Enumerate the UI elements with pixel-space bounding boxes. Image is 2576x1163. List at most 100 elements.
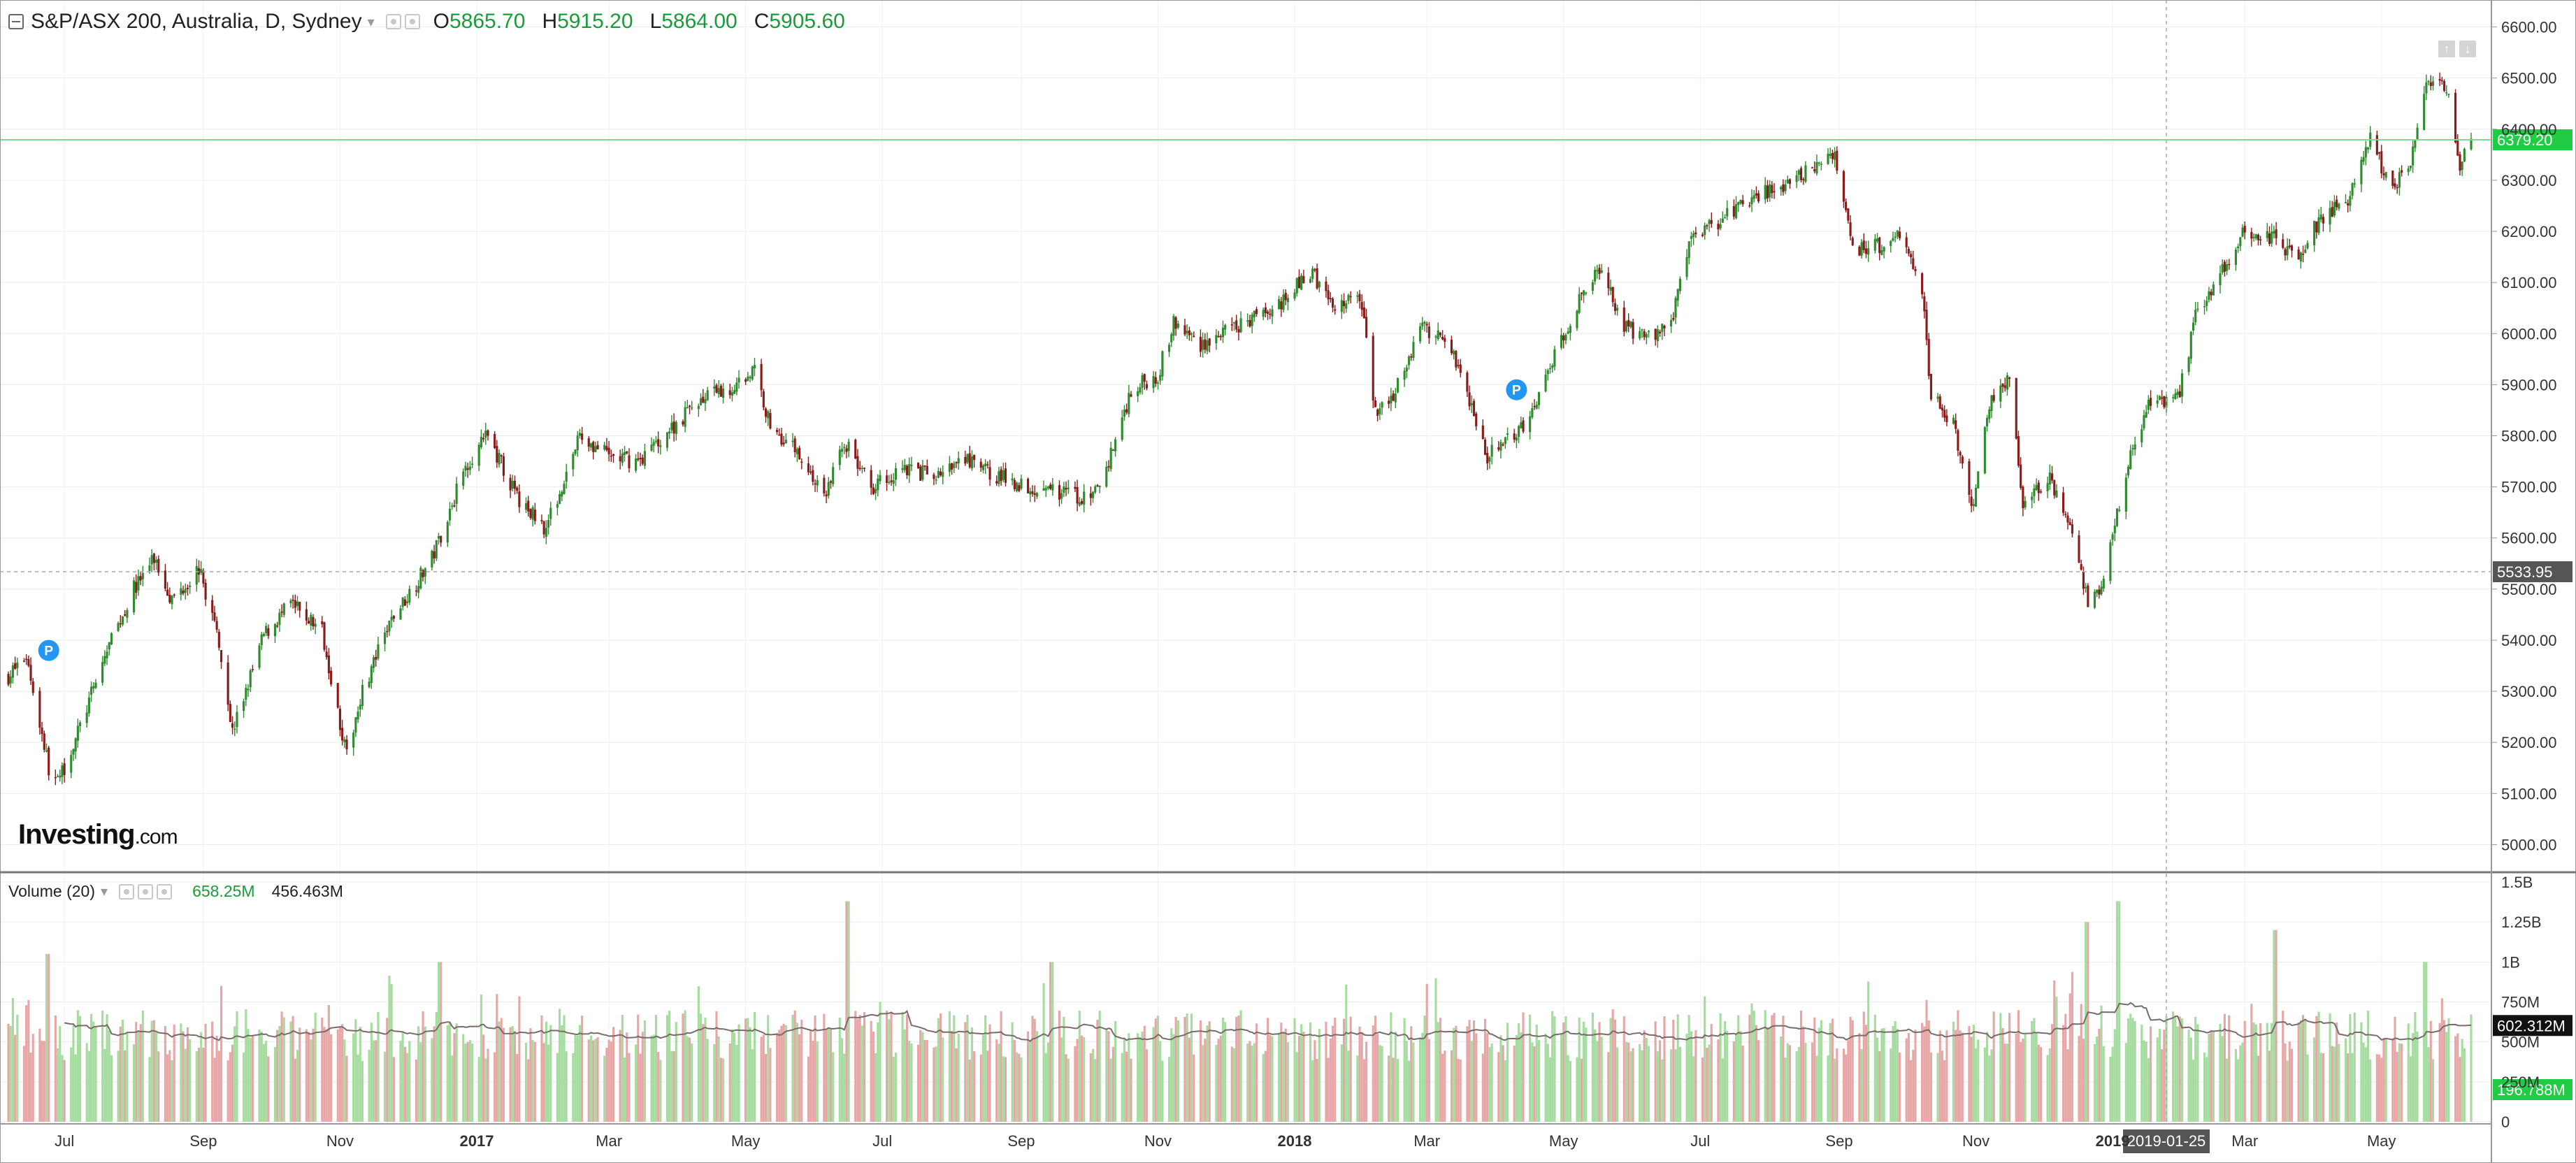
- candle-body: [2282, 239, 2284, 248]
- candle-body: [2349, 196, 2352, 206]
- settings-icon[interactable]: [119, 883, 135, 900]
- candle-body: [2178, 391, 2181, 398]
- scale-buttons: ↑ ↓: [2438, 41, 2476, 57]
- settings-icon[interactable]: [385, 14, 401, 29]
- candle-body: [462, 471, 465, 486]
- scale-down-icon[interactable]: ↓: [2459, 41, 2476, 57]
- volume-bar: [2187, 1030, 2190, 1122]
- candle-body: [764, 408, 768, 417]
- volume-bar: [650, 1035, 653, 1122]
- volume-bar: [559, 1009, 561, 1122]
- volume-bar: [2454, 1036, 2457, 1122]
- candle-body: [2046, 483, 2049, 491]
- candle-body: [1860, 242, 1863, 256]
- candle-body: [1520, 422, 1523, 428]
- volume-bar: [1600, 1036, 1603, 1122]
- candle-body: [1757, 193, 1760, 202]
- volume-bar: [1717, 1039, 1720, 1122]
- candle-body: [1444, 338, 1446, 342]
- volume-bar: [782, 1023, 785, 1122]
- close-icon[interactable]: [157, 883, 173, 900]
- volume-bar: [1130, 1058, 1132, 1122]
- candle-body: [166, 589, 169, 596]
- hide-icon[interactable]: [138, 883, 154, 900]
- volume-bar: [195, 1051, 198, 1122]
- volume-bar: [1907, 1032, 1910, 1122]
- candle-body: [265, 626, 268, 633]
- candle-body: [1782, 184, 1785, 192]
- candle-body: [2176, 391, 2179, 395]
- candle-body: [518, 491, 521, 507]
- candle-body: [1598, 268, 1601, 275]
- price-axis[interactable]: 5000.005100.005200.005300.005400.005500.…: [2491, 19, 2557, 854]
- volume-bar: [1721, 1058, 1724, 1122]
- chevron-down-icon[interactable]: ▾: [367, 14, 375, 30]
- candle-body: [2409, 165, 2412, 168]
- volume-bar: [31, 1034, 34, 1122]
- volume-bar: [639, 1053, 642, 1122]
- candle-body: [38, 691, 41, 728]
- chevron-down-icon[interactable]: ▾: [101, 884, 108, 900]
- symbol-title[interactable]: S&P/ASX 200, Australia, D, Sydney: [31, 10, 362, 33]
- volume-bar: [840, 1038, 844, 1122]
- candle-body: [63, 763, 66, 775]
- candle-body: [415, 590, 417, 592]
- volume-bar: [1060, 1037, 1063, 1122]
- volume-bar: [2071, 971, 2073, 1122]
- volume-bar: [549, 1025, 552, 1122]
- candle-body: [2189, 331, 2192, 359]
- volume-bar: [1249, 1041, 1251, 1122]
- candle-body: [1418, 326, 1422, 342]
- candle-body: [979, 461, 982, 468]
- volume-bar: [1929, 1053, 1933, 1122]
- candle-body: [1661, 324, 1664, 332]
- candle-body: [1771, 185, 1773, 194]
- candle-body: [572, 454, 575, 470]
- candle-body: [2003, 385, 2006, 389]
- volume-bar: [453, 1033, 456, 1122]
- candle-body: [236, 711, 238, 728]
- volume-bar: [2364, 1047, 2367, 1122]
- volume-bar: [1961, 1032, 1964, 1122]
- candle-body: [1271, 309, 1274, 317]
- candle-body: [1186, 331, 1188, 333]
- volume-bar: [838, 1017, 841, 1122]
- candle-body: [1190, 333, 1193, 335]
- candle-body: [1405, 367, 1408, 372]
- candle-body: [1297, 277, 1301, 288]
- candle-body: [2015, 377, 2017, 439]
- candle-body: [2304, 250, 2307, 253]
- volume-bar: [401, 1032, 404, 1122]
- volume-bar: [2288, 1041, 2291, 1122]
- candle-body: [702, 396, 705, 403]
- candle-body: [2093, 591, 2096, 608]
- candle-body: [1065, 488, 1067, 490]
- candle-body: [1488, 457, 1491, 462]
- volume-bar: [2020, 1041, 2022, 1122]
- candle-body: [2290, 245, 2294, 251]
- candle-body: [2048, 472, 2051, 484]
- candle-body: [578, 433, 582, 436]
- volume-bar: [312, 1028, 315, 1122]
- scale-up-icon[interactable]: ↑: [2438, 41, 2455, 57]
- volume-bar: [775, 1033, 779, 1122]
- collapse-icon[interactable]: [8, 14, 24, 29]
- volume-bar: [1221, 1017, 1225, 1122]
- hide-icon[interactable]: [404, 14, 420, 29]
- volume-bar: [2093, 1043, 2096, 1122]
- volume-bar: [408, 1041, 411, 1122]
- volume-bar: [1645, 1037, 1648, 1122]
- volume-bar: [807, 1056, 810, 1122]
- volume-bar: [563, 1015, 566, 1122]
- volume-title[interactable]: Volume (20): [8, 882, 96, 900]
- candle-body: [1811, 167, 1814, 168]
- volume-bar: [1374, 1016, 1377, 1122]
- time-axis[interactable]: Jul Sep Nov 2017 Mar May Jul Sep Nov 2018 Mar May Ju…: [55, 1132, 2396, 1150]
- candle-body: [2302, 254, 2305, 255]
- candle-body: [1098, 485, 1101, 488]
- volume-bar: [1011, 1022, 1014, 1122]
- volume-bar: [2407, 1023, 2410, 1122]
- candle-body: [682, 421, 684, 425]
